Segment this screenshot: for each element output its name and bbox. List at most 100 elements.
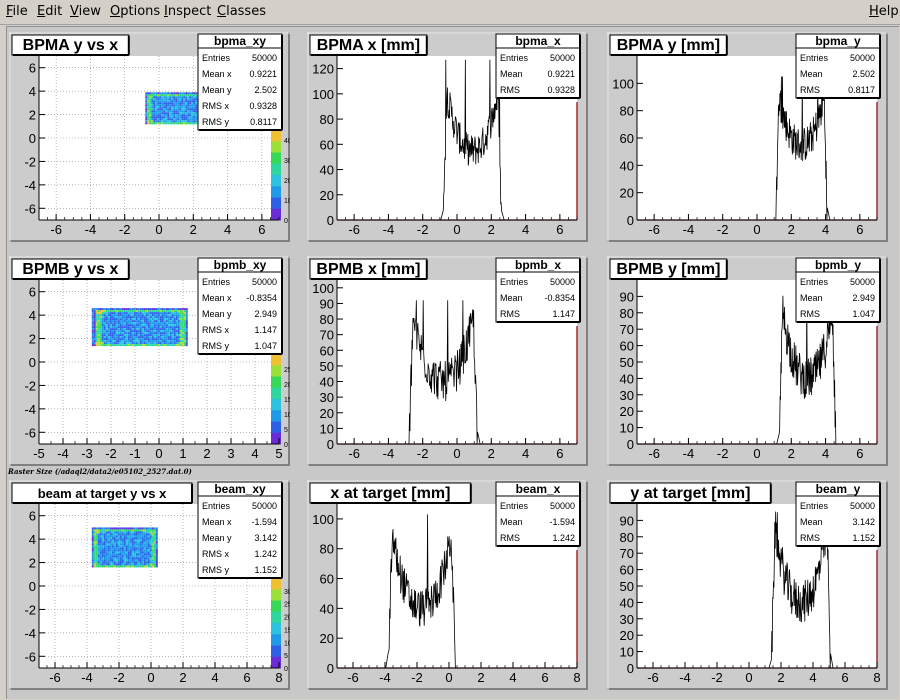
x-tick-label: -6: [50, 222, 62, 237]
stats-value: 50000: [550, 277, 575, 287]
pad-bpmb-y-vs-x[interactable]: 0 5 10 15 20 25 -5 -4 -3 -2 -1 0 1 2 3 4 5 -6 -4 -2 0 2 4 6 BPMB…: [9, 256, 290, 466]
x-tick-label: -4: [85, 222, 97, 237]
x-tick-label: -2: [717, 222, 729, 237]
y-tick-label: 90: [620, 289, 634, 304]
stats-value: 50000: [252, 277, 277, 287]
stats-key: Mean: [800, 69, 823, 79]
stats-key: Mean: [800, 293, 823, 303]
y-tick-label: 0: [327, 213, 334, 228]
x-tick-label: 4: [809, 670, 816, 685]
y-tick-label: 0: [29, 355, 36, 370]
x-tick-label: 6: [243, 670, 250, 685]
y-tick-label: 30: [320, 390, 334, 405]
pad-bpmb-y[interactable]: -6 -4 -2 0 2 4 6 0 10 20 30 40 50 60 70 80 90 BPMB y [mm]…: [607, 256, 888, 466]
x-tick-label: -4: [81, 670, 93, 685]
menu-options[interactable]: Options: [110, 4, 161, 19]
y-tick-label: 2: [29, 556, 36, 571]
x-tick-label: 4: [509, 670, 516, 685]
menu-view[interactable]: View: [70, 4, 101, 19]
x-tick-label: 8: [873, 670, 880, 685]
x-tick-label: 6: [856, 446, 863, 461]
pad-bpma-y-vs-x[interactable]: 0 10 20 30 40 -6 -4 -2 0 2 4 6 -6 -4 -2 0 2 4 6 BPMA y vs x…: [9, 32, 290, 242]
stats-value: 0.9221: [547, 69, 575, 79]
stats-key: RMS x: [202, 325, 230, 335]
pad-beam-y-vs-x[interactable]: 0 5 10 15 20 25 30 -6 -4 -2 0 2 4 6 8 -6 -4 -2 0 2 4 6 beam at…: [9, 480, 290, 690]
y-tick-label: -2: [24, 154, 36, 169]
menu-inspect[interactable]: Inspect: [164, 4, 212, 19]
x-tick-label: 0: [155, 222, 162, 237]
menu-help[interactable]: Help: [869, 4, 899, 19]
stats-key: Mean: [800, 517, 823, 527]
x-tick-label: 4: [522, 446, 529, 461]
x-tick-label: 6: [541, 670, 548, 685]
y-tick-label: -6: [24, 425, 36, 440]
color-scale-segment: [271, 152, 281, 165]
x-tick-label: -2: [113, 670, 125, 685]
y-tick-label: 6: [29, 61, 36, 76]
stats-key: Mean: [500, 69, 523, 79]
color-scale-tick-label: 5: [284, 653, 288, 660]
x-tick-label: 8: [573, 670, 580, 685]
stats-value: 50000: [850, 53, 875, 63]
stats-box: [197, 481, 283, 579]
x-tick-label: 2: [477, 670, 484, 685]
stats-value: 0.9328: [547, 85, 575, 95]
x-tick-label: -2: [711, 670, 723, 685]
menu-edit[interactable]: Edit: [37, 4, 63, 19]
y-tick-label: 80: [620, 104, 634, 119]
plot-title: beam at target y vs x: [38, 486, 167, 501]
x-tick-label: -3: [81, 446, 93, 461]
x-tick-label: -6: [49, 670, 61, 685]
pad-bpma-y[interactable]: -6 -4 -2 0 2 4 6 0 20 40 60 80 100 BPMA y [mm] bpma_y E…: [607, 32, 888, 242]
x-tick-label: 2: [203, 446, 210, 461]
stats-key: Mean x: [202, 293, 232, 303]
x-tick-label: 2: [190, 222, 197, 237]
stats-value: 1.242: [254, 549, 277, 559]
stats-value: 2.949: [254, 309, 277, 319]
x-tick-label: -1: [129, 446, 141, 461]
stats-box: [495, 33, 581, 99]
color-scale-segment: [271, 410, 281, 422]
y-tick-label: 40: [620, 595, 634, 610]
pad-bpmb-x[interactable]: -6 -4 -2 0 2 4 6 0 10 20 30 40 50 60 70 80 90 100 BPMB x […: [307, 256, 588, 466]
color-scale-segment: [271, 197, 281, 210]
heatmap-cells: [91, 308, 188, 347]
y-tick-label: -4: [24, 626, 36, 641]
color-scale-segment: [271, 365, 281, 377]
x-tick-label: -6: [648, 222, 660, 237]
color-scale-segment: [271, 421, 281, 434]
y-tick-label: 80: [620, 306, 634, 321]
color-scale-segment: [271, 376, 281, 389]
stats-value: -1.594: [549, 517, 575, 527]
x-tick-label: 2: [788, 446, 795, 461]
color-scale-tick-label: 10: [284, 412, 290, 419]
stats-box: [795, 257, 881, 323]
color-scale-tick-label: 20: [284, 615, 290, 622]
menu-file[interactable]: File: [6, 4, 28, 19]
stats-value: 2.502: [852, 69, 875, 79]
pad-bpma-x[interactable]: -6 -4 -2 0 2 4 6 0 20 40 60 80 100 120 BPMA x [mm] bpma…: [307, 32, 588, 242]
color-scale-segment: [271, 600, 281, 613]
plot-title: BPMA x [mm]: [317, 37, 420, 54]
x-tick-label: 6: [258, 222, 265, 237]
color-scale-segment: [271, 611, 281, 624]
y-tick-label: 60: [620, 339, 634, 354]
x-tick-label: 2: [179, 670, 186, 685]
stats-value: 1.047: [254, 341, 277, 351]
y-tick-label: 60: [620, 131, 634, 146]
x-tick-label: -4: [57, 446, 69, 461]
stats-value: 1.242: [552, 533, 575, 543]
y-tick-label: 0: [627, 437, 634, 452]
menu-classes[interactable]: Classes: [217, 4, 266, 19]
pad-y-at-target[interactable]: -6 -4 -2 0 2 4 6 8 0 10 20 30 40 50 60 70 80 90 y at targe…: [607, 480, 888, 690]
x-tick-label: 0: [753, 446, 760, 461]
x-tick-label: 0: [155, 446, 162, 461]
stats-value: 1.147: [254, 325, 277, 335]
x-tick-label: 4: [211, 670, 218, 685]
color-scale-tick-label: 15: [284, 627, 290, 634]
stats-value: -1.594: [251, 517, 277, 527]
color-scale-tick-label: 0: [284, 666, 288, 673]
x-tick-label: -2: [417, 446, 429, 461]
pad-x-at-target[interactable]: -6 -4 -2 0 2 4 6 8 0 20 40 60 80 100 x at target [mm] b…: [307, 480, 588, 690]
x-tick-label: 4: [822, 446, 829, 461]
